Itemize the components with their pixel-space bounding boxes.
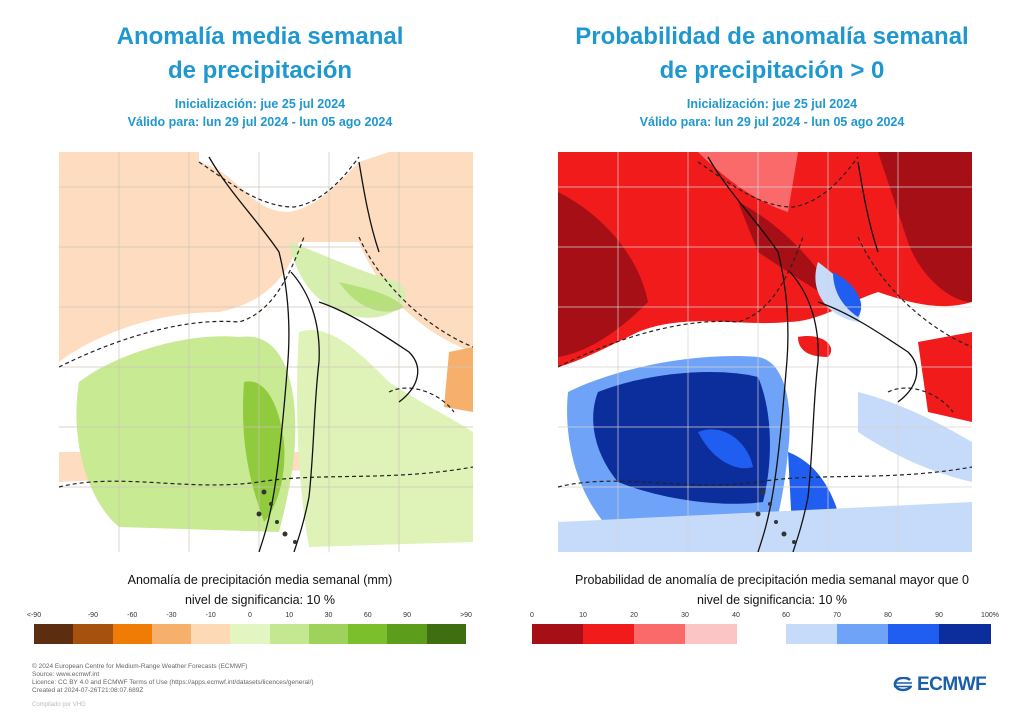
probability-title-line1: Probabilidad de anomalía semanal bbox=[575, 23, 969, 50]
anomaly-colorbar-tick: <-90 bbox=[26, 612, 42, 619]
anomaly-map bbox=[59, 152, 473, 552]
probability-colorbar-high-tick: 70 bbox=[833, 612, 841, 619]
anomaly-colorbar-tick: 0 bbox=[248, 612, 252, 619]
probability-colorbar-swatch bbox=[939, 624, 991, 644]
anomaly-colorbar-swatch bbox=[387, 624, 428, 644]
anomaly-panel: Anomalía media semanal de precipitación … bbox=[0, 0, 520, 660]
anomaly-colorbar-tick: -60 bbox=[127, 612, 138, 619]
anomaly-colorbar-swatch bbox=[269, 624, 310, 644]
anomaly-colorbar-tick: -10 bbox=[205, 612, 216, 619]
probability-colorbar-high-tick: 90 bbox=[935, 612, 943, 619]
probability-colorbar-swatch bbox=[583, 624, 635, 644]
probability-colorbar-low-tick: 30 bbox=[681, 612, 689, 619]
probability-colorbar-low-tick: 40 bbox=[732, 612, 740, 619]
probability-valid-range: Válido para: lun 29 jul 2024 - lun 05 ag… bbox=[639, 115, 905, 129]
ecmwf-logo-icon bbox=[893, 677, 913, 692]
footer-licence: Licence: CC BY 4.0 and ECMWF Terms of Us… bbox=[32, 679, 314, 686]
footer-credits: © 2024 European Centre for Medium-Range … bbox=[32, 663, 314, 695]
probability-colorbar-swatch bbox=[685, 624, 737, 644]
anomaly-colorbar: <-90 -90 -60 -30 -10 0 10 30 60 90 >90 bbox=[27, 612, 472, 648]
ecmwf-logo-text: ECMWF bbox=[917, 674, 987, 695]
anomaly-colorbar-swatch bbox=[73, 624, 114, 644]
anomaly-colorbar-swatch bbox=[34, 624, 74, 644]
anomaly-colorbar-swatch bbox=[426, 624, 467, 644]
anomaly-colorbar-swatch bbox=[151, 624, 192, 644]
anomaly-significance: nivel de significancia: 10 % bbox=[184, 593, 336, 607]
anomaly-colorbar-swatch bbox=[348, 624, 388, 644]
probability-colorbar-high-tick: 60 bbox=[782, 612, 790, 619]
anomaly-colorbar-tick: >90 bbox=[460, 612, 472, 619]
anomaly-colorbar-swatch bbox=[112, 624, 153, 644]
probability-init-date: Inicialización: jue 25 jul 2024 bbox=[686, 97, 858, 111]
anomaly-init-date: Inicialización: jue 25 jul 2024 bbox=[174, 97, 346, 111]
anomaly-colorbar-swatch bbox=[191, 624, 231, 644]
anomaly-title-line1: Anomalía media semanal bbox=[116, 23, 404, 50]
probability-colorbar-low-tick: 10 bbox=[579, 612, 587, 619]
probability-colorbar-swatch bbox=[634, 624, 686, 644]
anomaly-colorbar-tick: 90 bbox=[403, 612, 411, 619]
anomaly-colorbar-swatch bbox=[230, 624, 271, 644]
compiled-by-note: Compilado por VHG bbox=[32, 702, 86, 708]
probability-map bbox=[558, 152, 972, 552]
probability-colorbar-swatch bbox=[532, 624, 584, 644]
anomaly-colorbar-tick: 10 bbox=[285, 612, 294, 619]
probability-colorbar-swatch bbox=[837, 624, 889, 644]
anomaly-colorbar-swatch bbox=[308, 624, 349, 644]
probability-caption: Probabilidad de anomalía de precipitació… bbox=[575, 573, 969, 587]
footer-source: Source: www.ecmwf.int bbox=[32, 671, 100, 678]
probability-colorbar-low-tick: 0 bbox=[530, 612, 534, 619]
anomaly-colorbar-tick: -90 bbox=[87, 612, 98, 619]
anomaly-caption: Anomalía de precipitación media semanal … bbox=[127, 573, 393, 587]
probability-colorbar-high-tick: 100% bbox=[981, 612, 999, 619]
probability-panel: Probabilidad de anomalía semanal de prec… bbox=[520, 0, 1024, 660]
probability-significance: nivel de significancia: 10 % bbox=[696, 593, 848, 607]
probability-colorbar: 0 10 20 30 40 60 70 80 90 100% bbox=[520, 612, 1024, 648]
footer-copyright: © 2024 European Centre for Medium-Range … bbox=[32, 663, 248, 670]
anomaly-title-line2: de precipitación bbox=[167, 57, 353, 84]
footer-created: Created at 2024-07-26T21:08:07.689Z bbox=[32, 687, 144, 694]
probability-colorbar-high-tick: 80 bbox=[884, 612, 892, 619]
probability-title-line2: de precipitación > 0 bbox=[659, 57, 885, 84]
probability-colorbar-swatch bbox=[786, 624, 838, 644]
anomaly-colorbar-tick: -30 bbox=[166, 612, 177, 619]
probability-colorbar-low-tick: 20 bbox=[630, 612, 638, 619]
anomaly-colorbar-tick: 30 bbox=[324, 612, 333, 619]
anomaly-colorbar-tick: 60 bbox=[363, 612, 372, 619]
probability-colorbar-swatch bbox=[888, 624, 940, 644]
anomaly-valid-range: Válido para: lun 29 jul 2024 - lun 05 ag… bbox=[127, 115, 393, 129]
ecmwf-logo: ECMWF bbox=[892, 674, 987, 696]
